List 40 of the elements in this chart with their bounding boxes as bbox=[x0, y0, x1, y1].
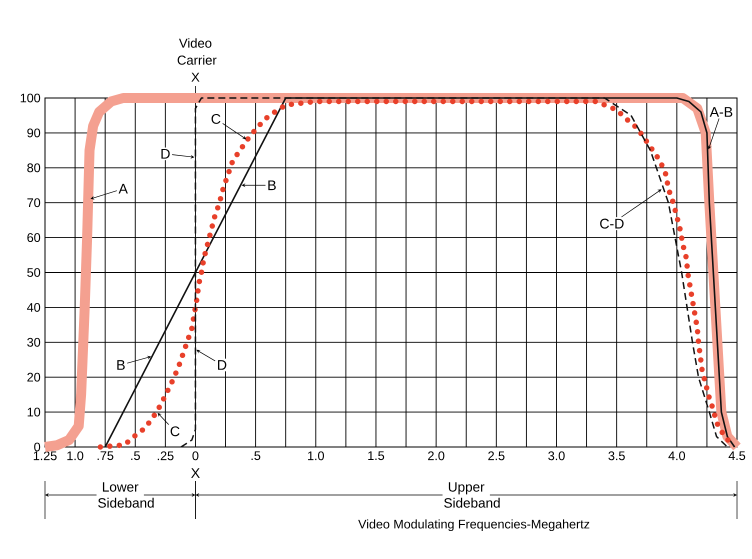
x-tick-label: 0 bbox=[192, 451, 198, 460]
annotation: B bbox=[268, 180, 276, 190]
y-tick-label: 100 bbox=[20, 94, 40, 102]
y-tick-label: 10 bbox=[28, 408, 40, 417]
x-tick-label: .5 bbox=[252, 451, 260, 460]
annotation: B bbox=[117, 360, 125, 370]
y-tick-label: 80 bbox=[27, 163, 40, 172]
y-tick-label: 30 bbox=[27, 338, 40, 347]
annotation: C bbox=[212, 114, 220, 124]
x-tick-label: 2.0 bbox=[428, 451, 444, 460]
annotation: D bbox=[161, 149, 170, 159]
y-tick-label: 40 bbox=[27, 302, 40, 312]
x-axis-title: Video Modulating Frequencies-Megahertz bbox=[358, 519, 590, 532]
x-tick-label: 1.0 bbox=[308, 451, 324, 460]
y-tick-label: 50 bbox=[27, 268, 40, 277]
x-tick-label: 3.5 bbox=[608, 451, 625, 460]
annotation: A bbox=[118, 184, 128, 194]
x-tick-label: 1.25 bbox=[34, 451, 57, 460]
x-tick-label: 3.0 bbox=[548, 451, 565, 460]
x-tick-label: .5 bbox=[131, 451, 140, 460]
annotation: A-B bbox=[710, 107, 732, 117]
annotation: C bbox=[170, 426, 180, 436]
y-tick-label: 70 bbox=[27, 198, 40, 208]
x-tick-label: 1.0 bbox=[67, 451, 84, 460]
x-tick-label: .25 bbox=[158, 451, 174, 460]
x-tick-label: 4.0 bbox=[668, 451, 686, 460]
x-tick-label: .75 bbox=[98, 451, 114, 460]
text: Upper Sideband bbox=[444, 482, 500, 508]
x-tick-label: 4.5 bbox=[728, 451, 746, 460]
y-tick-label: 60 bbox=[27, 233, 40, 242]
x-tick-label: 2.5 bbox=[488, 451, 504, 460]
ref-line-label: Video Carrier X bbox=[178, 38, 217, 82]
x-tick-label: 1.5 bbox=[368, 451, 384, 460]
y-tick-label: 20 bbox=[27, 372, 40, 382]
annotation: D bbox=[218, 360, 226, 370]
y-tick-label: 0 bbox=[34, 442, 40, 452]
text: Lower Sideband bbox=[98, 482, 154, 508]
annotation: C-D bbox=[600, 218, 624, 229]
y-tick-label: 90 bbox=[27, 128, 40, 138]
text: X bbox=[191, 468, 200, 478]
